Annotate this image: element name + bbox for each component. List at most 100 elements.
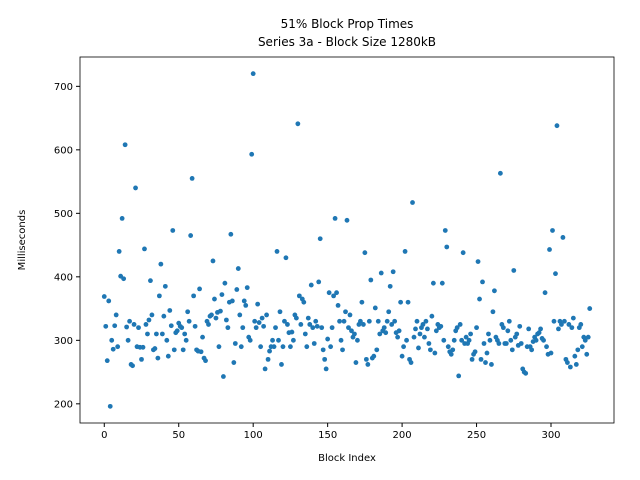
point bbox=[544, 344, 549, 350]
point bbox=[313, 318, 319, 324]
point bbox=[112, 323, 118, 329]
point bbox=[474, 325, 479, 331]
point bbox=[387, 283, 393, 289]
point bbox=[255, 301, 261, 307]
point bbox=[179, 325, 185, 331]
point bbox=[503, 341, 509, 346]
point bbox=[267, 348, 272, 354]
point bbox=[559, 322, 564, 327]
point bbox=[422, 334, 427, 340]
point bbox=[106, 298, 112, 304]
point bbox=[206, 322, 211, 327]
point bbox=[259, 315, 265, 321]
point bbox=[125, 337, 131, 343]
point bbox=[218, 308, 223, 314]
point bbox=[456, 373, 462, 379]
point bbox=[271, 344, 277, 350]
point bbox=[529, 347, 535, 353]
x-tick-label: 0 bbox=[101, 430, 107, 441]
point bbox=[399, 353, 405, 359]
point bbox=[441, 337, 447, 343]
point bbox=[282, 318, 287, 324]
point bbox=[225, 325, 231, 331]
point bbox=[237, 312, 243, 318]
point bbox=[459, 337, 465, 343]
point bbox=[253, 325, 259, 331]
point bbox=[216, 344, 222, 350]
point bbox=[188, 233, 194, 238]
point bbox=[244, 285, 250, 291]
point bbox=[252, 318, 258, 324]
point bbox=[293, 315, 299, 321]
point bbox=[335, 303, 341, 308]
point bbox=[496, 341, 502, 346]
point bbox=[210, 258, 216, 264]
point bbox=[232, 341, 238, 346]
point bbox=[567, 364, 573, 370]
point bbox=[575, 347, 581, 353]
point bbox=[553, 271, 558, 277]
point bbox=[570, 315, 576, 321]
point bbox=[131, 322, 137, 327]
point bbox=[349, 328, 354, 334]
point bbox=[212, 296, 217, 302]
point bbox=[405, 299, 411, 305]
point bbox=[444, 244, 450, 250]
point bbox=[317, 236, 323, 242]
point bbox=[159, 331, 165, 337]
point bbox=[360, 322, 366, 327]
point bbox=[304, 344, 310, 350]
point bbox=[548, 350, 554, 356]
point bbox=[582, 337, 588, 343]
point bbox=[509, 347, 515, 353]
point bbox=[180, 347, 186, 353]
point bbox=[113, 312, 119, 318]
y-tick-label: 300 bbox=[54, 336, 73, 347]
point bbox=[340, 347, 345, 353]
point bbox=[566, 322, 572, 327]
point bbox=[352, 331, 357, 337]
point bbox=[103, 323, 109, 329]
point bbox=[423, 318, 429, 324]
point bbox=[174, 328, 180, 334]
point bbox=[389, 322, 395, 327]
point bbox=[158, 261, 164, 267]
point bbox=[562, 318, 567, 324]
point bbox=[191, 293, 197, 299]
point bbox=[584, 351, 590, 357]
point bbox=[514, 331, 520, 337]
point bbox=[155, 355, 161, 361]
point bbox=[481, 341, 487, 346]
point bbox=[573, 362, 579, 367]
point bbox=[198, 349, 204, 355]
point bbox=[506, 318, 512, 324]
point bbox=[182, 331, 188, 337]
point bbox=[146, 317, 152, 323]
point bbox=[542, 290, 548, 296]
point bbox=[445, 344, 451, 350]
point bbox=[301, 299, 307, 305]
point bbox=[289, 329, 295, 335]
point bbox=[378, 270, 384, 276]
point bbox=[556, 326, 561, 332]
point bbox=[384, 318, 390, 324]
point bbox=[164, 337, 170, 343]
point bbox=[319, 325, 325, 331]
point bbox=[140, 344, 146, 350]
point bbox=[492, 288, 497, 294]
point bbox=[478, 356, 484, 362]
point bbox=[148, 278, 153, 284]
point bbox=[365, 362, 371, 367]
point bbox=[323, 366, 329, 372]
point bbox=[371, 353, 377, 359]
point bbox=[511, 268, 517, 273]
point bbox=[276, 337, 281, 343]
point bbox=[273, 325, 278, 331]
point bbox=[219, 292, 225, 298]
point bbox=[308, 282, 314, 288]
point bbox=[243, 303, 249, 308]
point bbox=[156, 293, 162, 299]
point bbox=[585, 334, 591, 340]
point bbox=[104, 358, 110, 364]
point bbox=[390, 269, 396, 275]
